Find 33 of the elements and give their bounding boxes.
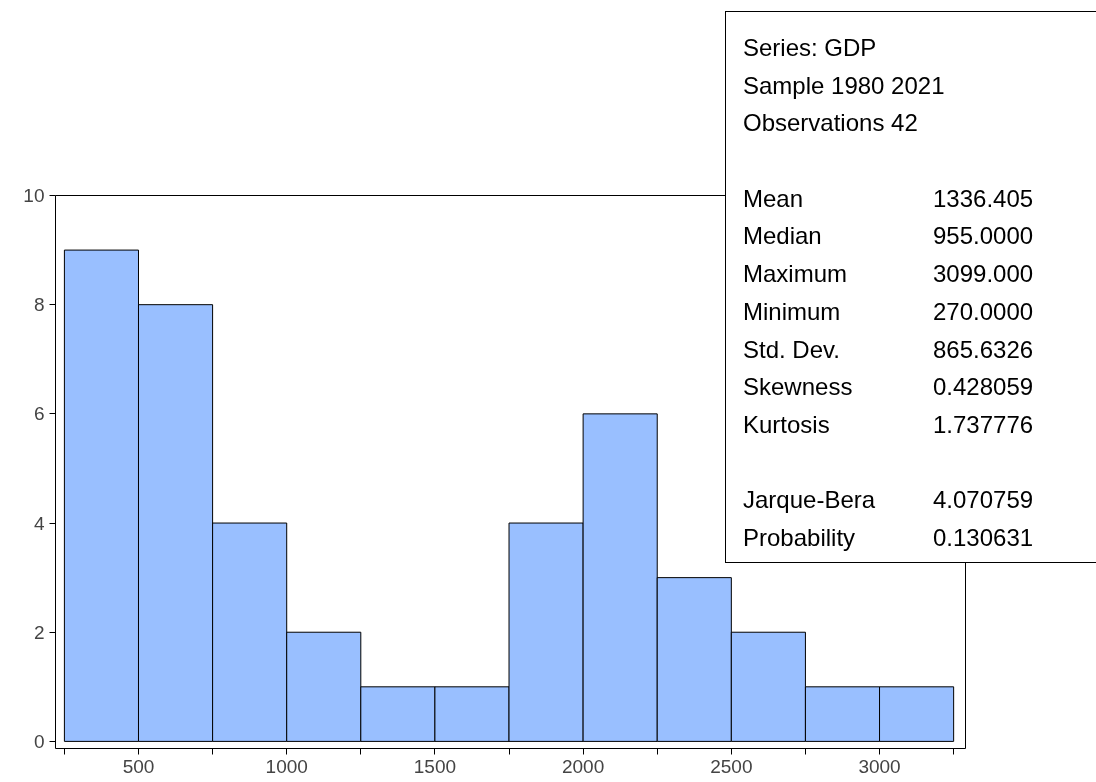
- text: Series: GDP: [743, 33, 878, 63]
- annotation: 270.0000: [933, 296, 1034, 327]
- y-tick-label: 6: [33, 403, 45, 425]
- annotation: 4.070759: [933, 485, 1034, 516]
- annotation: Skewness: [743, 372, 854, 403]
- annotation: 3099.000: [933, 259, 1034, 290]
- annotation: Jarque-Bera: [743, 485, 877, 516]
- text: Observations 42: [743, 108, 919, 139]
- y-tick-label: 10: [23, 185, 45, 206]
- x-tick-label: 2500: [710, 755, 753, 777]
- text: Sample 1980 2021: [743, 70, 946, 101]
- x-tick-label: 500: [122, 755, 155, 777]
- annotation: Probability: [743, 522, 857, 553]
- y-tick-label: 2: [33, 621, 45, 643]
- annotation: Kurtosis: [743, 409, 831, 440]
- y-tick-label: 8: [33, 294, 45, 316]
- annotation: Mean: [743, 183, 805, 214]
- annotation: Std. Dev.: [743, 334, 841, 365]
- x-tick-label: 1500: [413, 755, 457, 777]
- y-tick-label: 0: [33, 730, 45, 752]
- annotation: 955.0000: [933, 221, 1034, 252]
- annotation: Minimum: [743, 296, 842, 327]
- annotation: 0.130631: [933, 522, 1034, 553]
- annotation: 865.6326: [933, 334, 1034, 365]
- annotation: 1.737776: [933, 409, 1034, 440]
- x-tick-label: 1000: [265, 755, 308, 777]
- x-tick-label: 3000: [858, 755, 901, 777]
- x-tick-label: 2000: [561, 755, 605, 777]
- y-tick-label: 4: [33, 512, 45, 534]
- annotation: 0.428059: [933, 372, 1034, 403]
- annotation: Median: [743, 221, 823, 252]
- annotation: 1336.405: [933, 183, 1034, 214]
- annotation: Maximum: [743, 259, 848, 290]
